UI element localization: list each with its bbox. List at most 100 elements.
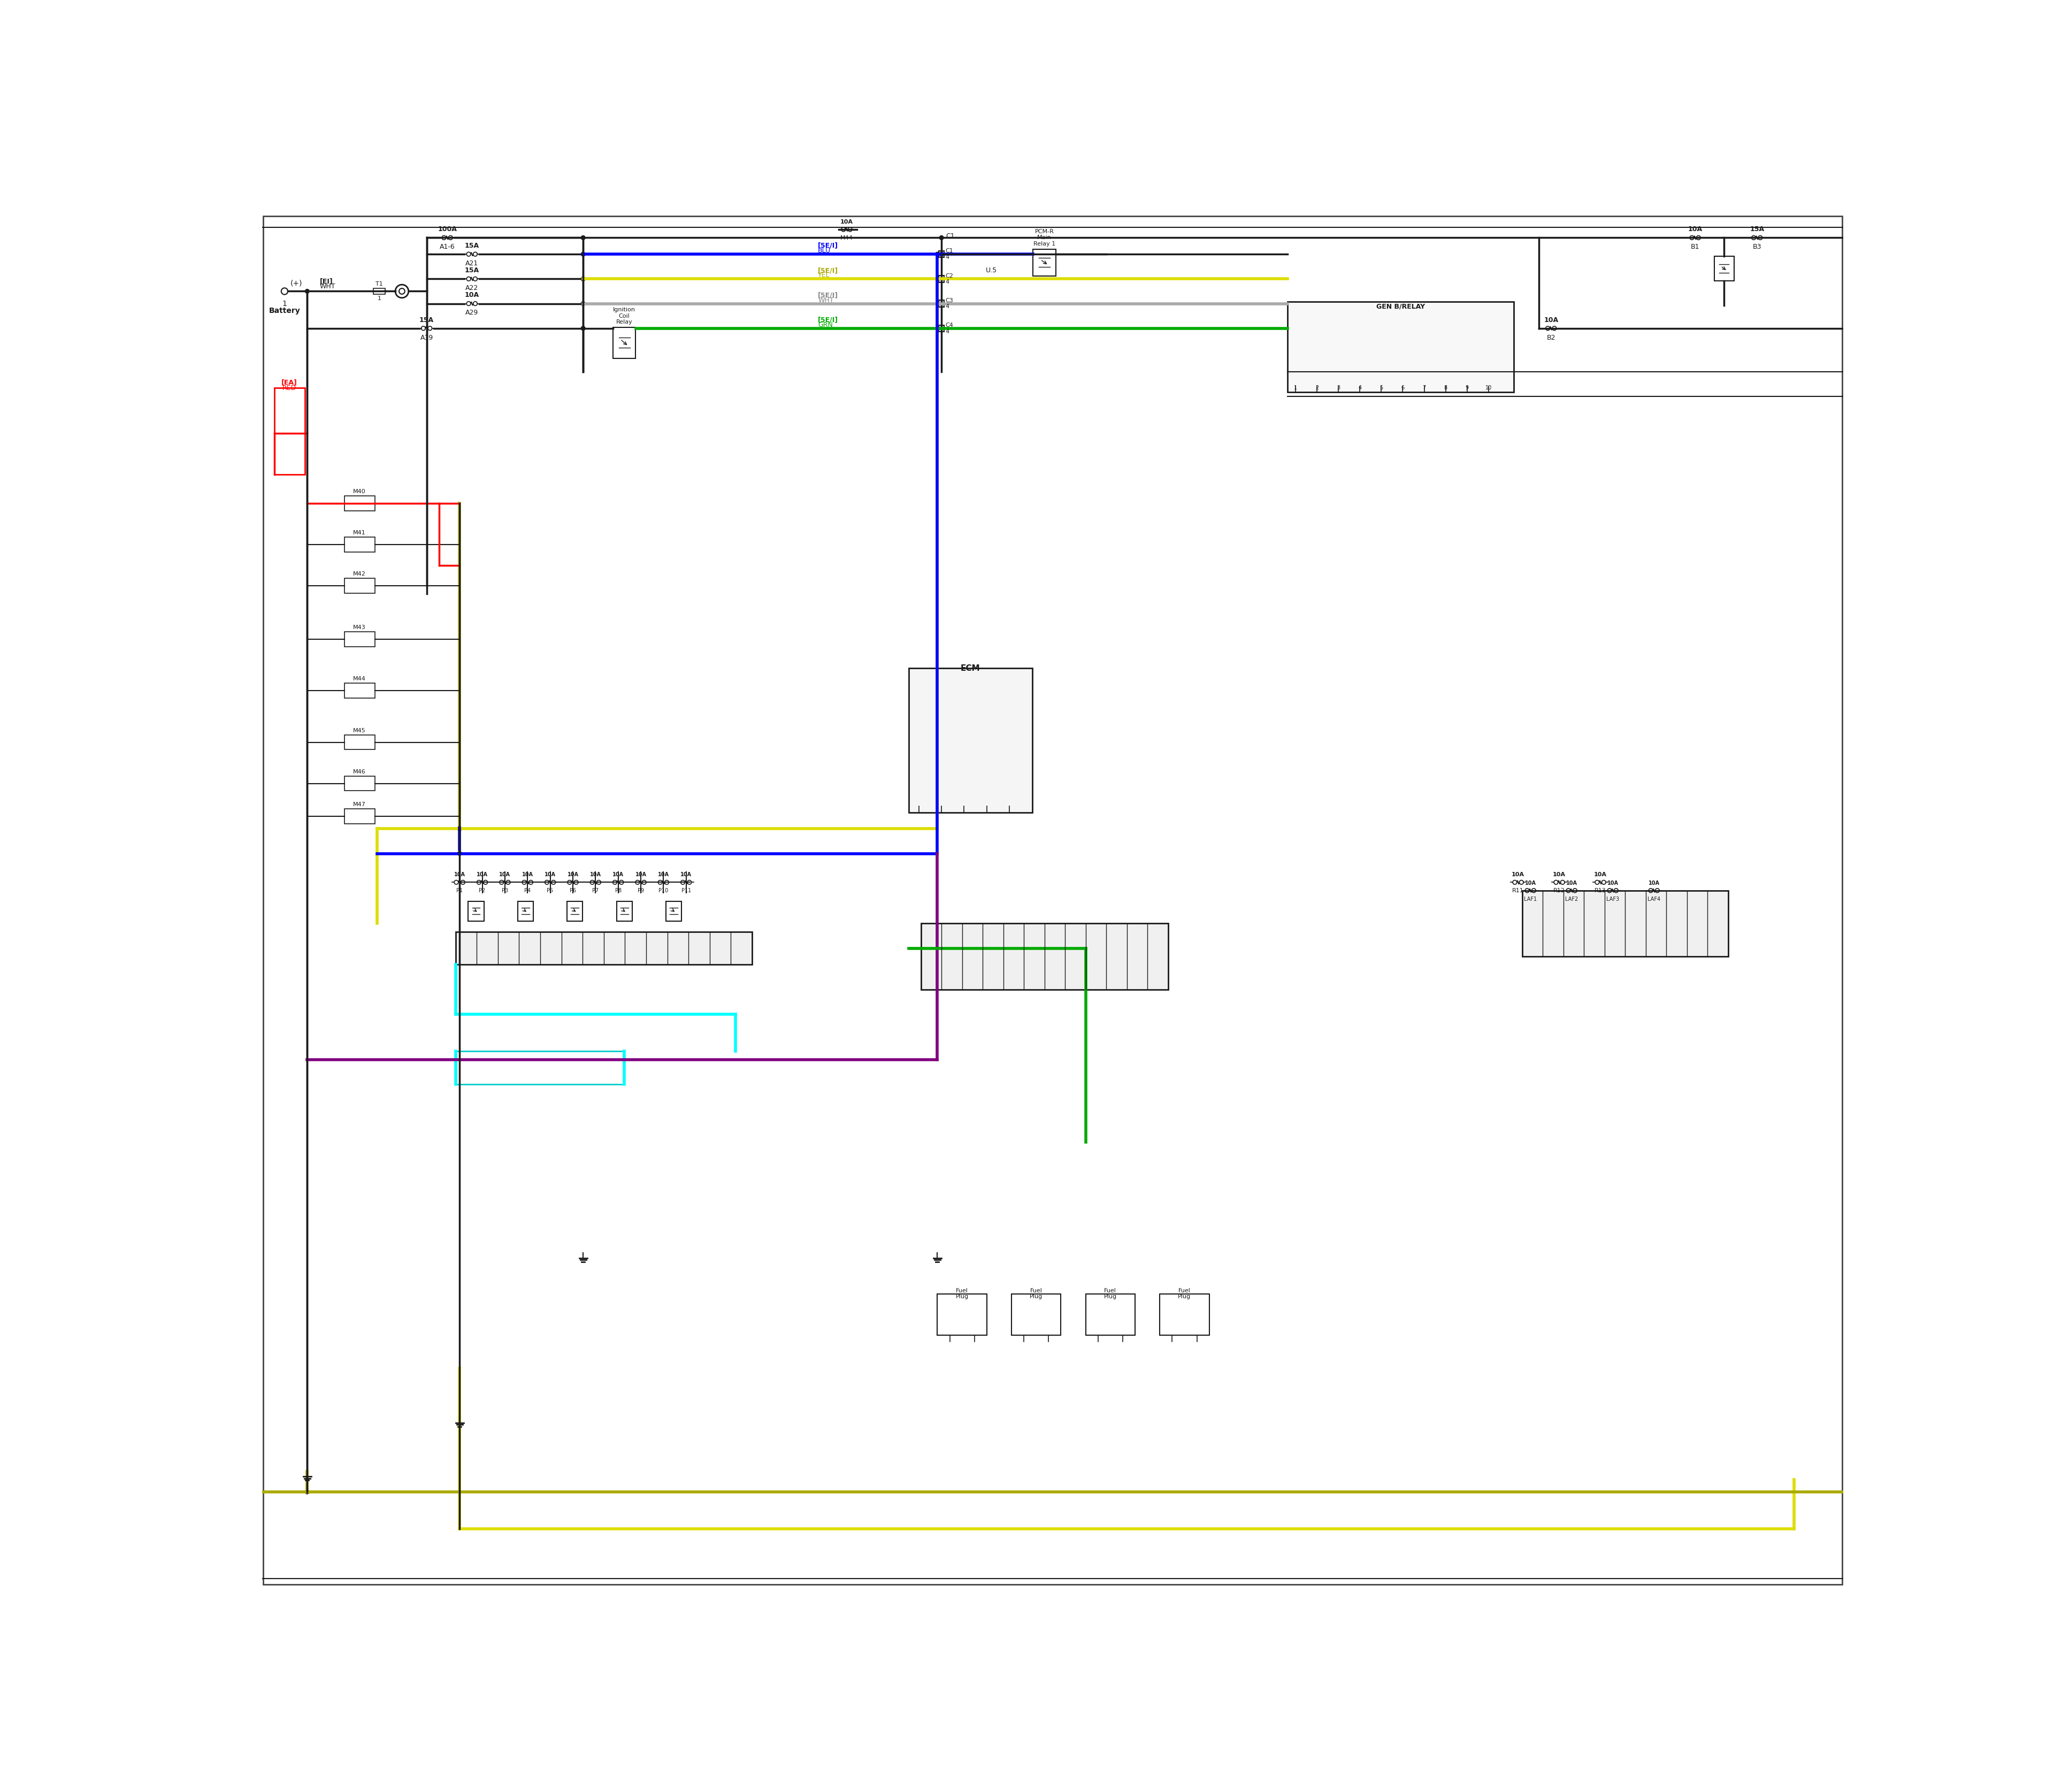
Text: [5E/I]: [5E/I] — [817, 267, 838, 274]
Text: WHT: WHT — [320, 283, 335, 290]
Text: Fuel
Plug: Fuel Plug — [955, 1288, 969, 1299]
Text: 10A: 10A — [680, 873, 692, 878]
Circle shape — [306, 1489, 310, 1495]
Text: P5: P5 — [546, 889, 553, 894]
Text: 10A: 10A — [1565, 880, 1577, 885]
Text: 15A: 15A — [464, 267, 479, 274]
Text: A22: A22 — [466, 285, 479, 292]
Text: R13: R13 — [1594, 889, 1606, 894]
Text: LAF1: LAF1 — [1524, 896, 1536, 901]
Text: U.5: U.5 — [986, 267, 998, 274]
Text: 7: 7 — [1423, 385, 1425, 391]
Text: 8: 8 — [1444, 385, 1448, 391]
Text: T1: T1 — [376, 281, 382, 287]
Text: P4: P4 — [524, 889, 530, 894]
Bar — [345, 776, 376, 790]
Text: M41: M41 — [353, 530, 366, 536]
Text: P7: P7 — [592, 889, 600, 894]
Text: 9: 9 — [1465, 385, 1469, 391]
Text: YEL: YEL — [817, 272, 830, 280]
Circle shape — [935, 276, 939, 281]
Text: PCM-R
Main
Relay 1: PCM-R Main Relay 1 — [1033, 229, 1056, 247]
Text: A1-6: A1-6 — [440, 244, 454, 251]
Text: 10A: 10A — [1649, 880, 1660, 885]
Bar — [456, 1052, 624, 1084]
Text: P2: P2 — [479, 889, 485, 894]
Text: M42: M42 — [353, 572, 366, 577]
Circle shape — [581, 235, 585, 240]
Circle shape — [581, 253, 585, 256]
Text: Battery: Battery — [269, 306, 300, 314]
Text: P11: P11 — [682, 889, 690, 894]
Text: 10A: 10A — [454, 873, 464, 878]
Circle shape — [581, 326, 585, 330]
Text: LAF2: LAF2 — [1565, 896, 1577, 901]
Text: ECM: ECM — [961, 665, 980, 672]
Text: 10A: 10A — [1688, 226, 1703, 233]
Bar — [1087, 1294, 1136, 1335]
Text: R12: R12 — [1553, 889, 1565, 894]
Text: LAF4: LAF4 — [1647, 896, 1660, 901]
Text: P3: P3 — [501, 889, 507, 894]
Bar — [345, 496, 376, 511]
Text: M46: M46 — [353, 769, 366, 774]
Text: 10A: 10A — [1524, 880, 1536, 885]
Text: [EA]: [EA] — [281, 380, 298, 385]
Bar — [345, 633, 376, 647]
Text: 1: 1 — [378, 296, 382, 301]
Bar — [1288, 301, 1514, 392]
Circle shape — [581, 301, 585, 306]
Bar — [345, 538, 376, 552]
Bar — [345, 808, 376, 824]
Bar — [456, 932, 752, 964]
Text: P9: P9 — [637, 889, 645, 894]
Text: A19: A19 — [421, 333, 433, 340]
Bar — [939, 301, 945, 306]
Text: 3: 3 — [1337, 385, 1339, 391]
Circle shape — [939, 253, 943, 256]
Text: 10A: 10A — [1553, 873, 1565, 878]
Text: 2: 2 — [1315, 385, 1319, 391]
Text: M40: M40 — [353, 489, 366, 495]
Text: M44: M44 — [353, 676, 366, 681]
Bar — [374, 289, 384, 294]
Text: A29: A29 — [466, 310, 479, 317]
Bar — [920, 923, 1169, 989]
Text: B3: B3 — [1752, 244, 1762, 251]
Bar — [1161, 1294, 1210, 1335]
Text: [5E/I]: [5E/I] — [817, 317, 838, 323]
Bar — [567, 901, 583, 921]
Text: [5E/I]: [5E/I] — [817, 242, 838, 249]
Bar — [1011, 1294, 1062, 1335]
Text: 5: 5 — [1380, 385, 1382, 391]
Text: Fuel
Plug: Fuel Plug — [1179, 1288, 1191, 1299]
Text: 15A: 15A — [419, 317, 433, 323]
Text: R11: R11 — [1512, 889, 1524, 894]
Bar — [345, 683, 376, 699]
Bar — [1033, 249, 1056, 276]
Bar — [937, 1294, 986, 1335]
Text: (+): (+) — [290, 280, 302, 287]
Bar — [908, 668, 1031, 812]
Circle shape — [581, 276, 585, 281]
Text: 10A: 10A — [657, 873, 670, 878]
Text: B1: B1 — [1690, 244, 1699, 251]
Text: 10A: 10A — [1606, 880, 1619, 885]
Text: LAF3: LAF3 — [1606, 896, 1619, 901]
Text: 10A: 10A — [589, 873, 602, 878]
Circle shape — [939, 235, 943, 240]
Text: P8: P8 — [614, 889, 622, 894]
Text: Fuel
Plug: Fuel Plug — [1029, 1288, 1043, 1299]
Text: C2
4: C2 4 — [945, 272, 953, 285]
Text: GRN: GRN — [817, 321, 832, 328]
Text: 6: 6 — [1401, 385, 1405, 391]
Text: [5E/I]: [5E/I] — [817, 292, 838, 299]
Bar — [616, 901, 633, 921]
Text: P1: P1 — [456, 889, 462, 894]
Bar — [1715, 256, 1734, 281]
Text: C1: C1 — [945, 233, 955, 240]
Bar — [665, 901, 682, 921]
Text: B2: B2 — [1547, 333, 1555, 340]
Text: 10A: 10A — [1512, 873, 1524, 878]
Text: 10A: 10A — [840, 219, 852, 224]
